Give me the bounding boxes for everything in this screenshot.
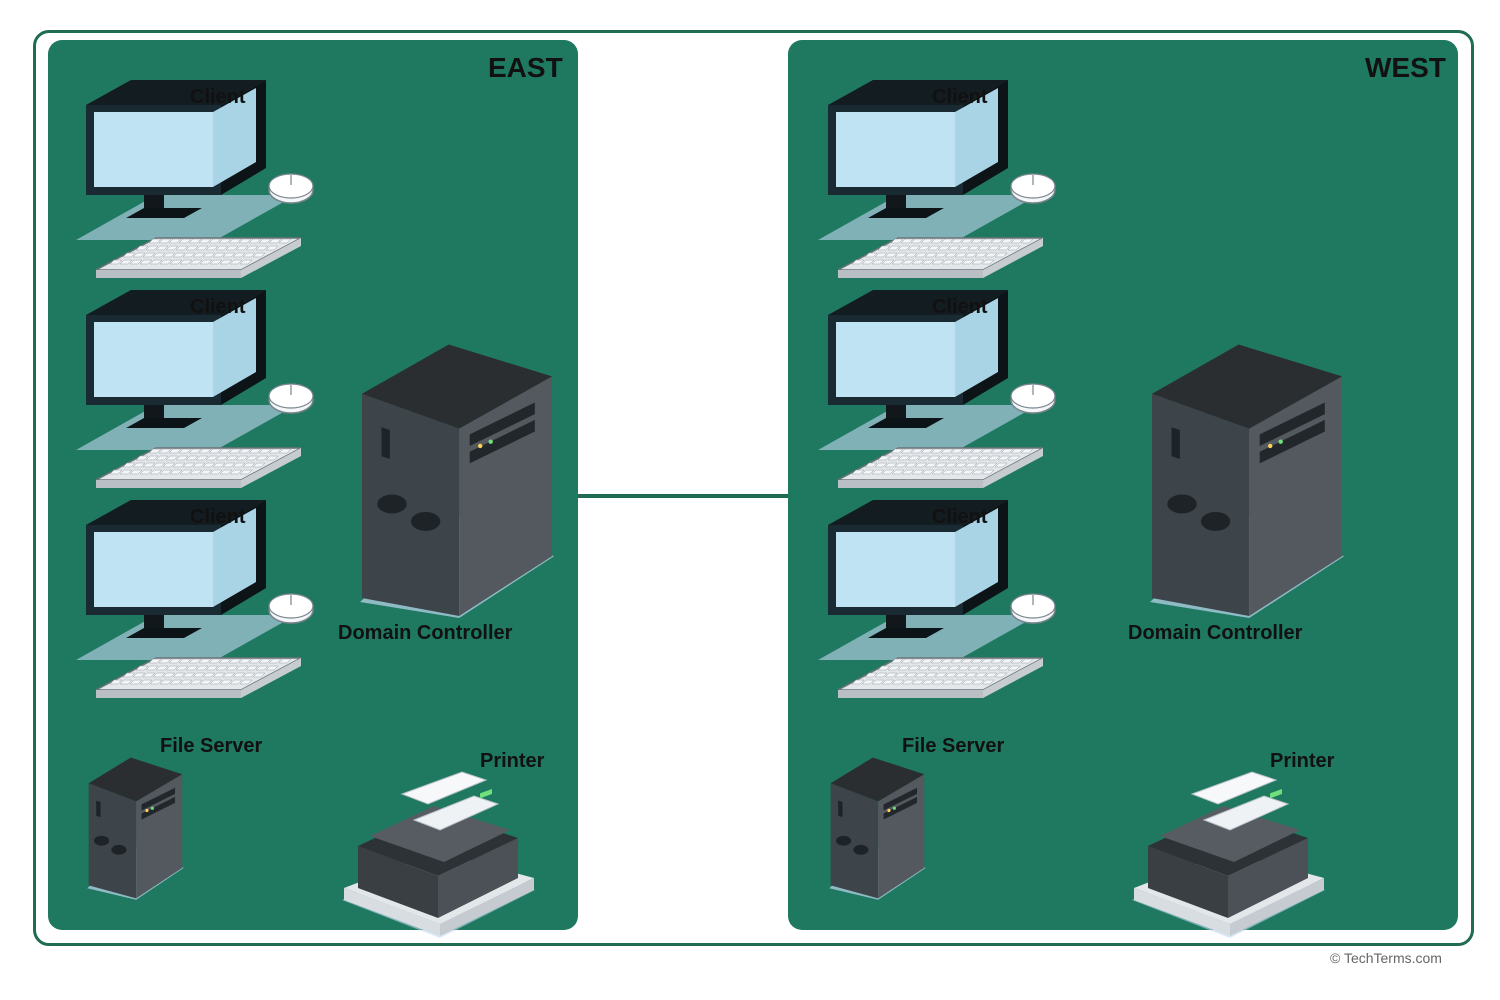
dc-label: Domain Controller bbox=[338, 622, 512, 645]
client-icon bbox=[808, 500, 1068, 710]
client-label: Client bbox=[190, 86, 246, 109]
printer-label: Printer bbox=[480, 750, 544, 773]
server-icon bbox=[822, 750, 900, 859]
printer-icon bbox=[1120, 750, 1334, 946]
client-icon bbox=[66, 500, 326, 710]
inter-domain-link bbox=[578, 494, 788, 498]
client-label: Client bbox=[932, 296, 988, 319]
printer-icon bbox=[330, 750, 544, 946]
server-label: File Server bbox=[902, 735, 1004, 758]
server-label: File Server bbox=[160, 735, 262, 758]
dc-icon bbox=[350, 330, 560, 620]
client-label: Client bbox=[932, 506, 988, 529]
client-label: Client bbox=[190, 506, 246, 529]
dc-icon bbox=[1140, 330, 1350, 620]
domain-title-west: WEST bbox=[1365, 52, 1446, 84]
printer-label: Printer bbox=[1270, 750, 1334, 773]
client-label: Client bbox=[932, 86, 988, 109]
server-icon bbox=[80, 750, 158, 859]
client-icon bbox=[66, 80, 326, 290]
dc-label: Domain Controller bbox=[1128, 622, 1302, 645]
client-icon bbox=[66, 290, 326, 500]
client-label: Client bbox=[190, 296, 246, 319]
domain-title-east: EAST bbox=[488, 52, 563, 84]
copyright-text: © TechTerms.com bbox=[1330, 950, 1442, 966]
client-icon bbox=[808, 80, 1068, 290]
client-icon bbox=[808, 290, 1068, 500]
diagram-canvas: EAST Client Client bbox=[0, 0, 1500, 1000]
